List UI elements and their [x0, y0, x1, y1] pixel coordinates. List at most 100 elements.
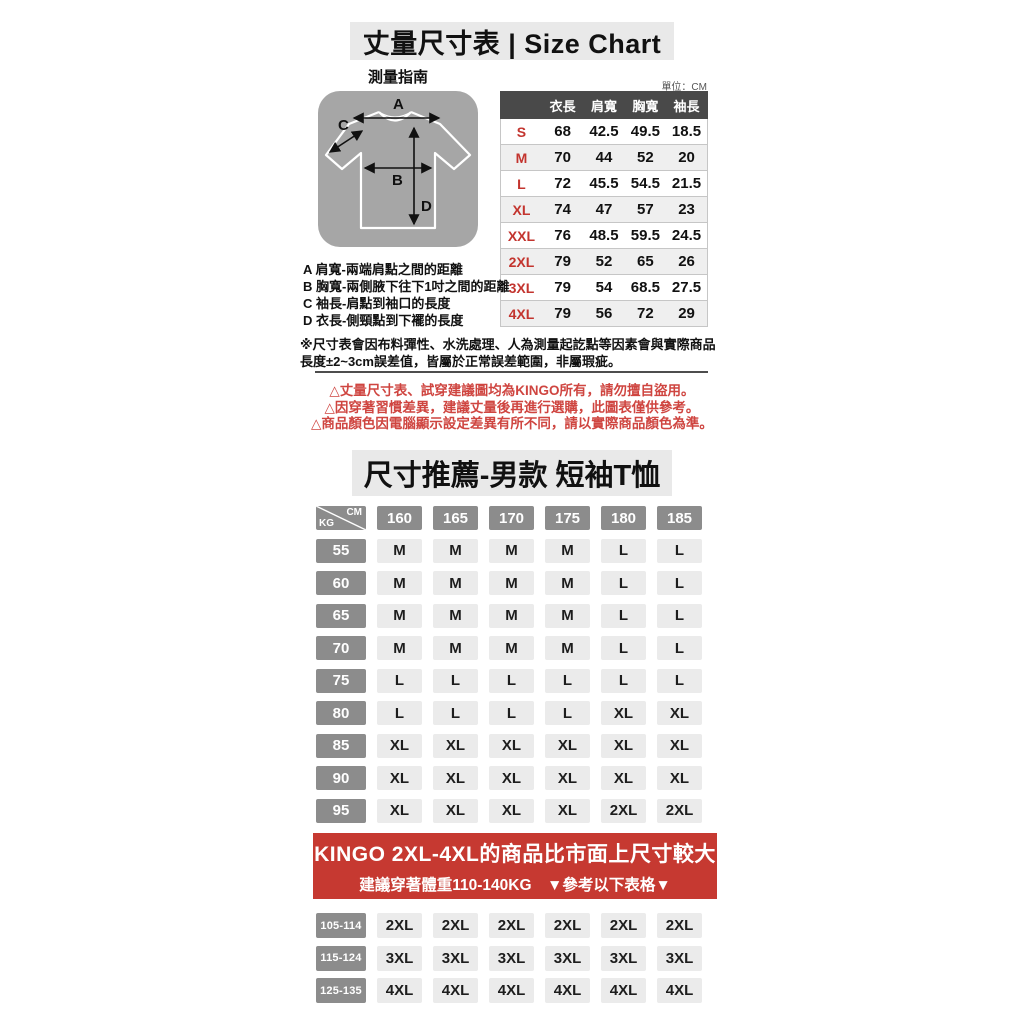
plus-kg-cell: 115-124	[316, 945, 366, 971]
matrix-size-cell: 2XL	[657, 798, 702, 823]
size-table-header-cell: 胸寬	[624, 91, 667, 119]
size-value-cell: 68.5	[624, 274, 667, 301]
matrix-kg-cell: 70	[316, 636, 366, 660]
size-table-header-cell: 袖長	[666, 91, 709, 119]
matrix-size-cell: XL	[433, 766, 478, 790]
plus-size-cell: 3XL	[489, 945, 534, 971]
size-table: 衣長 肩寬 胸寬 袖長 S 68 42.5 49.5 18.5 M 70 44 52 20 L 72 45.5 5…	[499, 91, 709, 327]
size-table-row: XXL 76 48.5 59.5 24.5	[499, 222, 709, 249]
unit-label: 單位：CM	[661, 82, 707, 93]
matrix-kg-cell: 80	[316, 701, 366, 725]
size-value-cell: 47	[583, 196, 625, 223]
matrix-size-cell: XL	[601, 701, 646, 725]
size-value-cell: 70	[541, 144, 584, 171]
size-value-cell: 54	[583, 274, 625, 301]
matrix-size-cell: L	[601, 668, 646, 693]
matrix-size-cell: 2XL	[601, 798, 646, 823]
matrix-size-cell: M	[489, 636, 534, 660]
matrix-size-cell: XL	[657, 733, 702, 758]
matrix-size-cell: L	[377, 668, 422, 693]
plus-size-cell: 3XL	[377, 945, 422, 971]
matrix-size-cell: M	[489, 603, 534, 628]
measure-guide-title: 測量指南	[367, 69, 428, 86]
plus-size-cell: 2XL	[489, 913, 534, 938]
size-table-row: XL 74 47 57 23	[499, 196, 709, 223]
matrix-size-cell: L	[489, 668, 534, 693]
measure-notes: A 肩寬-兩端肩點之間的距離 B 胸寬-兩側腋下往下1吋之間的距離 C 袖長-肩…	[303, 261, 513, 329]
matrix-size-cell: XL	[377, 766, 422, 790]
banner-line-2: 建議穿著體重110-140KG ▼參考以下表格▼	[359, 876, 671, 894]
size-value-cell: 79	[541, 300, 584, 327]
warning-notes: △丈量尺寸表、試穿建議圖均為KINGO所有，請勿擅自盜用。 △因穿著習慣差異，建…	[308, 383, 716, 433]
matrix-size-cell: L	[657, 668, 702, 693]
warning-line: △因穿著習慣差異，建議丈量後再進行選購，此圖表僅供參考。	[324, 399, 700, 415]
matrix-size-cell: L	[657, 571, 702, 595]
size-value-cell: 52	[624, 144, 667, 171]
label-d: D	[421, 198, 432, 215]
matrix-size-cell: XL	[657, 766, 702, 790]
matrix-size-cell: M	[433, 636, 478, 660]
size-value-cell: 72	[624, 300, 667, 327]
matrix-kg-cell: 55	[316, 538, 366, 563]
size-value-cell: 68	[541, 118, 584, 145]
plus-kg-cell: 105-114	[316, 913, 366, 938]
size-value-cell: 79	[541, 274, 584, 301]
matrix-size-cell: L	[601, 538, 646, 563]
label-c: C	[338, 117, 349, 134]
size-value-cell: 72	[541, 170, 584, 197]
size-label-cell: M	[499, 144, 542, 171]
plus-size-banner: KINGO 2XL-4XL的商品比市面上尺寸較大 建議穿著體重110-140KG…	[313, 833, 717, 899]
plus-size-cell: 4XL	[433, 978, 478, 1003]
matrix-size-cell: M	[545, 636, 590, 660]
matrix-size-cell: M	[433, 571, 478, 595]
size-table-body: 衣長 肩寬 胸寬 袖長 S 68 42.5 49.5 18.5 M 70 44 52 20 L 72 45.5 5…	[499, 91, 709, 327]
plus-size-cell: 3XL	[433, 945, 478, 971]
matrix-size-cell: M	[433, 538, 478, 563]
note-line: A 肩寬-兩端肩點之間的距離	[303, 262, 463, 277]
note-line: D 衣長-側頸點到下襬的長度	[303, 313, 464, 328]
plus-size-cell: 2XL	[657, 913, 702, 938]
page-title: 丈量尺寸表 | Size Chart	[350, 22, 674, 60]
size-table-row: S 68 42.5 49.5 18.5	[499, 118, 709, 145]
matrix-size-cell: M	[433, 603, 478, 628]
matrix-size-cell: XL	[657, 701, 702, 725]
corner-kg-label: KG	[319, 518, 334, 529]
matrix-col-header: 165	[433, 506, 478, 530]
tshirt-diagram-svg: A C B D	[324, 96, 472, 230]
matrix-size-cell: XL	[377, 798, 422, 823]
matrix-col-header: 170	[489, 506, 534, 530]
matrix-size-cell: L	[433, 701, 478, 725]
size-table-row: 4XL 79 56 72 29	[499, 300, 709, 327]
size-label-cell: L	[499, 170, 542, 197]
plus-size-cell: 2XL	[377, 913, 422, 938]
matrix-size-cell: L	[545, 668, 590, 693]
size-value-cell: 48.5	[583, 222, 625, 249]
tshirt-measure-diagram: A C B D	[318, 91, 478, 247]
size-value-cell: 26	[666, 248, 709, 275]
matrix-size-cell: XL	[545, 798, 590, 823]
size-value-cell: 74	[541, 196, 584, 223]
matrix-size-cell: L	[657, 636, 702, 660]
size-value-cell: 52	[583, 248, 625, 275]
size-table-header-row: 衣長 肩寬 胸寬 袖長	[499, 91, 709, 119]
size-value-cell: 44	[583, 144, 625, 171]
matrix-size-cell: M	[377, 636, 422, 660]
size-value-cell: 45.5	[583, 170, 625, 197]
size-label-cell: XXL	[499, 222, 542, 249]
banner-line-1: KINGO 2XL-4XL的商品比市面上尺寸較大	[314, 842, 716, 866]
size-label-cell: S	[499, 118, 542, 145]
measure-arrows	[328, 112, 441, 226]
size-label-cell: 2XL	[499, 248, 542, 275]
arrow-c	[328, 130, 364, 153]
matrix-size-cell: L	[489, 701, 534, 725]
matrix-size-cell: L	[545, 701, 590, 725]
matrix-kg-cell: 95	[316, 798, 366, 823]
plus-size-table: 105-114 2XL 2XL 2XL 2XL 2XL 2XL 115-124 3XL 3XL 3X…	[316, 913, 702, 1003]
corner-cm-label: CM	[346, 507, 362, 518]
matrix-col-header: 175	[545, 506, 590, 530]
plus-size-cell: 3XL	[545, 945, 590, 971]
matrix-size-cell: XL	[377, 733, 422, 758]
size-table-header-cell: 衣長	[541, 91, 584, 119]
matrix-size-cell: L	[601, 603, 646, 628]
